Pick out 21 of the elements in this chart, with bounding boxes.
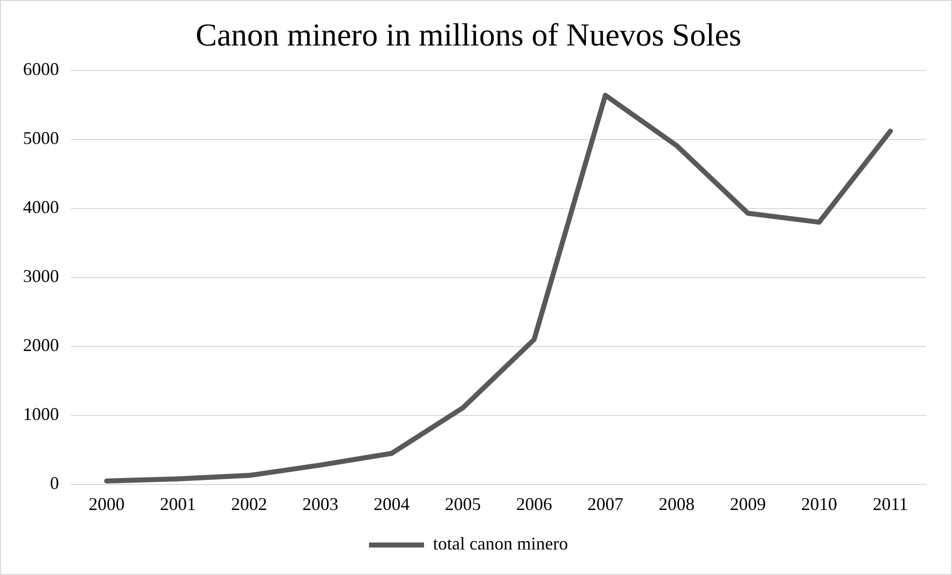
y-tick-label: 1000 <box>23 404 59 424</box>
x-tick-label: 2003 <box>302 494 338 514</box>
x-tick-label: 2005 <box>444 494 481 514</box>
legend-label: total canon minero <box>433 534 568 554</box>
y-tick-label: 0 <box>50 473 59 494</box>
x-tick-label: 2007 <box>587 494 624 514</box>
y-tick-label: 3000 <box>23 266 59 286</box>
x-tick-label: 2009 <box>730 494 766 514</box>
y-tick-label: 6000 <box>23 59 59 80</box>
x-tick-label: 2011 <box>872 494 908 514</box>
x-tick-label: 2002 <box>231 494 268 514</box>
x-tick-label: 2010 <box>801 494 838 514</box>
chart-title: Canon minero in millions of Nuevos Soles <box>196 16 742 53</box>
y-tick-label: 2000 <box>23 335 59 356</box>
x-tick-label: 2001 <box>160 494 196 514</box>
y-tick-label: 5000 <box>23 128 59 148</box>
x-tick-label: 2006 <box>516 494 552 514</box>
x-tick-label: 2008 <box>658 494 695 514</box>
y-tick-label: 4000 <box>23 197 59 218</box>
x-tick-label: 2004 <box>374 494 410 514</box>
x-tick-label: 2000 <box>88 494 125 514</box>
